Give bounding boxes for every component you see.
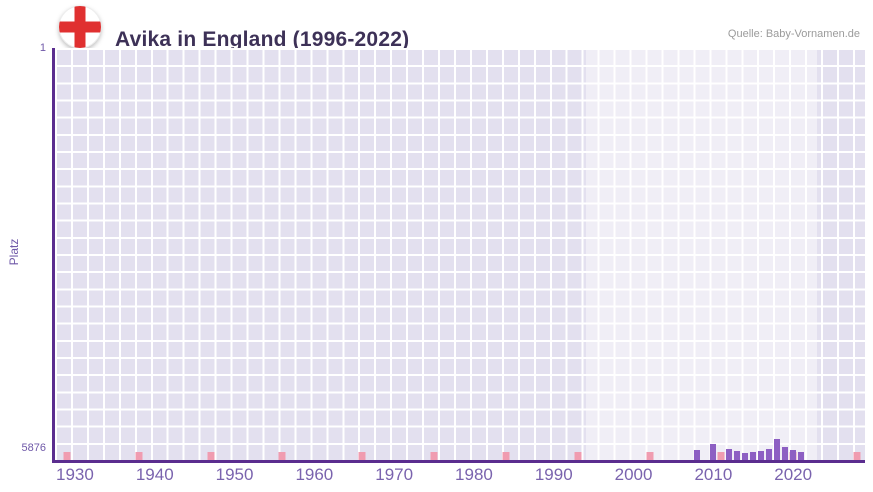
rank-bar-2018 <box>774 438 781 460</box>
no-data-mark-1947 <box>207 452 215 460</box>
chart-title: Avika in England (1996-2022) <box>115 28 410 52</box>
x-tick-2000: 2000 <box>614 465 653 484</box>
rank-bar-2015 <box>750 451 757 460</box>
rank-bar-2012 <box>726 448 733 460</box>
no-data-mark-1966 <box>358 452 366 460</box>
rank-bar-2017 <box>766 448 773 460</box>
x-tick-2010: 2010 <box>694 465 733 484</box>
x-tick-1940: 1940 <box>135 465 174 484</box>
x-tick-1930: 1930 <box>56 465 94 484</box>
rank-bar-2014 <box>742 452 749 460</box>
plot-area <box>55 48 865 460</box>
x-tick-1950: 1950 <box>215 465 254 484</box>
no-data-mark-1993 <box>574 452 582 460</box>
x-tick-1990: 1990 <box>534 465 573 484</box>
no-data-mark-1975 <box>430 452 438 460</box>
y-axis-line <box>52 48 55 463</box>
x-tick-2020: 2020 <box>774 465 813 484</box>
no-data-mark-2002 <box>646 452 654 460</box>
highlight-region <box>585 48 818 460</box>
x-tick-1970: 1970 <box>375 465 414 484</box>
x-axis-line <box>52 460 865 463</box>
no-data-mark-2011 <box>717 452 725 460</box>
rank-bar-2019 <box>782 446 789 460</box>
no-data-mark-1938 <box>135 452 143 460</box>
y-tick-bottom: 5876 <box>21 442 46 454</box>
rank-bar-2013 <box>734 450 741 460</box>
source-label: Quelle: Baby-Vornamen.de <box>727 28 860 40</box>
no-data-mark-1929 <box>63 452 71 460</box>
rank-bar-2021 <box>798 451 805 460</box>
no-data-mark-1956 <box>278 452 286 460</box>
x-axis-ticks: 1930 1940 1950 1960 1970 1980 1990 2000 2010 2020 <box>55 465 865 489</box>
no-data-mark-1984 <box>502 452 510 460</box>
no-data-mark-2028 <box>853 452 861 460</box>
england-flag-icon <box>58 5 102 49</box>
rank-bar-2008 <box>694 449 701 460</box>
y-tick-top: 1 <box>39 42 46 54</box>
rank-bar-2010 <box>710 444 717 460</box>
y-axis-title: Platz <box>7 238 21 266</box>
rank-bar-2020 <box>790 449 797 460</box>
x-tick-1980: 1980 <box>455 465 493 484</box>
rank-bar-2016 <box>758 450 765 460</box>
x-tick-1960: 1960 <box>295 465 334 484</box>
